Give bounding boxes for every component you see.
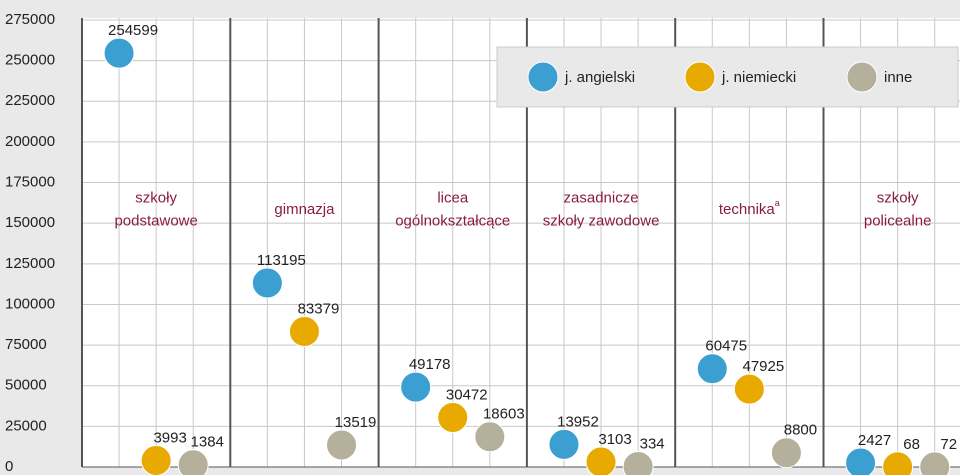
data-label: 30472 — [446, 386, 488, 403]
y-tick-label: 150000 — [5, 214, 55, 231]
y-tick-label: 250000 — [5, 52, 55, 69]
category-label: policealne — [864, 212, 932, 229]
legend-swatch — [846, 61, 878, 93]
legend-label: inne — [884, 69, 912, 86]
dot — [177, 449, 209, 475]
category-label: technikaa — [719, 198, 780, 218]
data-label: 2427 — [858, 432, 891, 449]
dot — [437, 401, 469, 433]
data-label: 18603 — [483, 406, 525, 423]
dot — [288, 315, 320, 347]
dot — [919, 451, 951, 475]
dot — [548, 428, 580, 460]
dot — [103, 37, 135, 69]
dot — [733, 373, 765, 405]
dot — [400, 371, 432, 403]
data-label: 68 — [903, 436, 920, 453]
data-label: 13952 — [557, 413, 599, 430]
category-label: podstawowe — [114, 212, 197, 229]
data-label: 334 — [640, 435, 665, 452]
dot — [622, 450, 654, 475]
data-label: 3103 — [598, 431, 631, 448]
category-label: szkoły — [135, 189, 177, 206]
category-label: szkoły — [877, 189, 919, 206]
dot — [882, 451, 914, 475]
y-tick-label: 100000 — [5, 295, 55, 312]
data-label: 49178 — [409, 356, 451, 373]
y-tick-label: 225000 — [5, 92, 55, 109]
data-label: 8800 — [784, 422, 817, 439]
y-tick-label: 75000 — [5, 336, 47, 353]
data-label: 254599 — [108, 22, 158, 39]
dot — [770, 437, 802, 469]
dot — [251, 267, 283, 299]
data-label: 3993 — [153, 429, 186, 446]
data-label: 13519 — [335, 414, 377, 431]
category-label: zasadnicze — [564, 189, 639, 206]
legend-swatch — [684, 61, 716, 93]
y-tick-label: 200000 — [5, 133, 55, 150]
category-label: licea — [437, 189, 469, 206]
data-label: 47925 — [742, 358, 784, 375]
category-label: gimnazja — [274, 201, 335, 218]
y-tick-label: 125000 — [5, 255, 55, 272]
data-label: 113195 — [257, 252, 306, 269]
footnote-mark: a — [775, 198, 780, 208]
data-label: 72 — [940, 436, 957, 453]
y-tick-label: 0 — [5, 458, 13, 475]
y-tick-label: 175000 — [5, 174, 55, 191]
category-label: ogólnokształcące — [395, 212, 510, 229]
y-tick-label: 25000 — [5, 417, 47, 434]
legend-box — [496, 46, 959, 108]
dot — [140, 445, 172, 475]
dot — [585, 446, 617, 475]
y-tick-label: 50000 — [5, 377, 47, 394]
data-label: 83379 — [298, 300, 340, 317]
dot — [326, 429, 358, 461]
category-label: szkoły zawodowe — [543, 212, 660, 229]
dot — [845, 447, 877, 475]
y-tick-label: 275000 — [5, 11, 55, 28]
legend-swatch — [527, 61, 559, 93]
legend-label: j. niemiecki — [721, 69, 796, 86]
data-label: 1384 — [191, 434, 224, 451]
data-label: 60475 — [705, 338, 747, 355]
dot — [474, 421, 506, 453]
dot — [696, 353, 728, 385]
legend-label: j. angielski — [564, 69, 635, 86]
